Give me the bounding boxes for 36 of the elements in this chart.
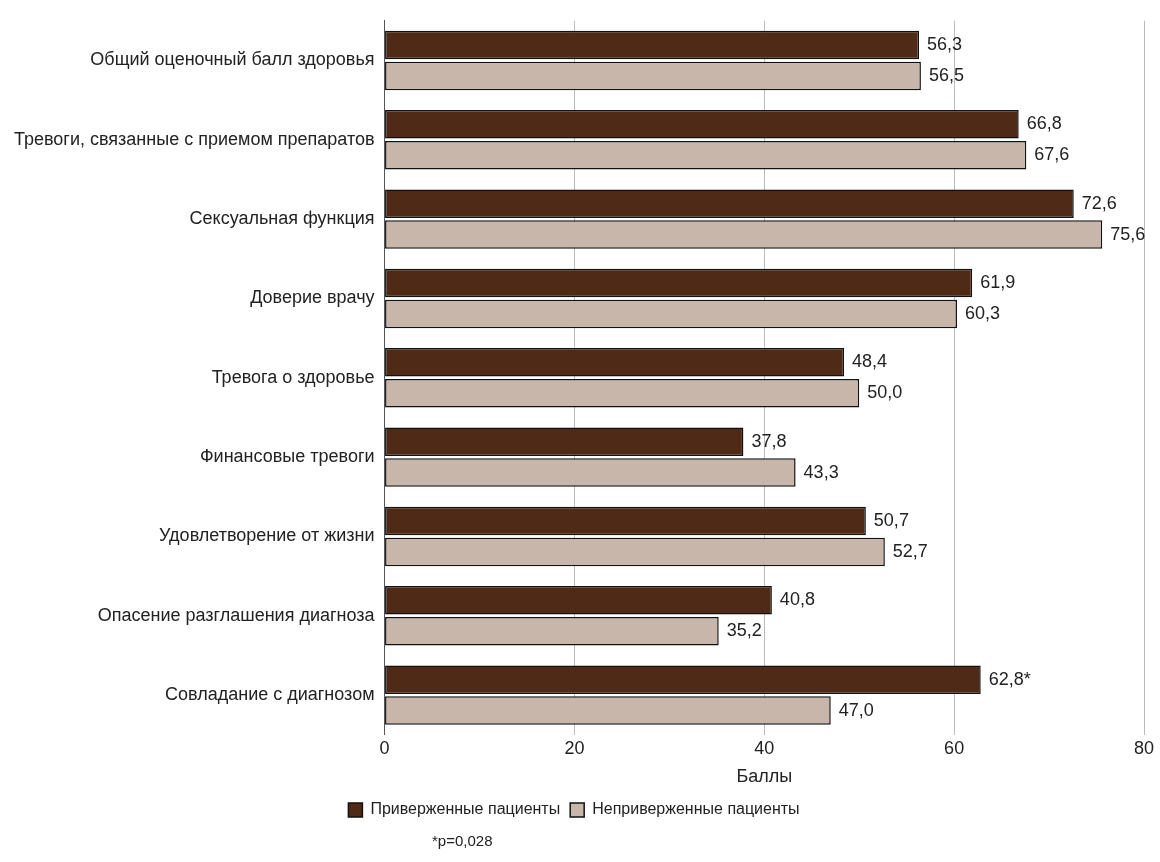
data-label: 47,0 xyxy=(838,699,874,720)
x-axis-title: Баллы xyxy=(736,766,793,787)
data-label: 56,3 xyxy=(927,33,963,54)
y-tick-label: Тревога о здоровье xyxy=(211,366,375,387)
data-label: 61,9 xyxy=(980,271,1016,292)
y-tick-label: Опасение разглашения диагноза xyxy=(97,604,376,625)
y-tick-label: Общий оценочный балл здоровья xyxy=(90,49,375,70)
y-tick-label: Совладание с диагнозом xyxy=(165,684,375,705)
data-label: 43,3 xyxy=(803,461,839,482)
data-label: 48,4 xyxy=(852,351,888,372)
y-tick-label: Сексуальная функция xyxy=(189,208,375,229)
legend-label: Неприверженные пациенты xyxy=(592,800,800,818)
data-label: 50,0 xyxy=(867,382,903,403)
data-label: 56,5 xyxy=(928,64,964,85)
data-label: 50,7 xyxy=(873,509,909,530)
legend-label: Приверженные пациенты xyxy=(370,800,561,818)
y-tick-label: Удовлетворение от жизни xyxy=(159,525,375,546)
x-tick-label: 80 xyxy=(1133,737,1155,758)
y-tick-label: Финансовые тревоги xyxy=(199,446,375,467)
x-tick-label: 0 xyxy=(379,737,390,758)
data-label: 37,8 xyxy=(751,430,787,451)
text: *p=0,028 xyxy=(432,832,493,849)
data-label: 66,8 xyxy=(1026,113,1062,134)
data-label: 52,7 xyxy=(892,540,928,561)
data-label: 35,2 xyxy=(726,620,762,641)
data-label: 60,3 xyxy=(964,302,1001,323)
x-tick-label: 40 xyxy=(754,737,775,758)
data-label: 62,8* xyxy=(988,668,1031,689)
x-tick-label: 20 xyxy=(564,737,585,758)
y-tick-label: Тревоги, связанные с приемом препаратов xyxy=(13,128,375,149)
data-label: 40,8 xyxy=(779,589,815,610)
data-label: 75,6 xyxy=(1110,223,1146,244)
x-tick-label: 60 xyxy=(944,737,965,758)
data-label: 72,6 xyxy=(1081,192,1117,213)
y-tick-label: Доверие врачу xyxy=(250,287,375,308)
data-label: 67,6 xyxy=(1034,144,1070,165)
